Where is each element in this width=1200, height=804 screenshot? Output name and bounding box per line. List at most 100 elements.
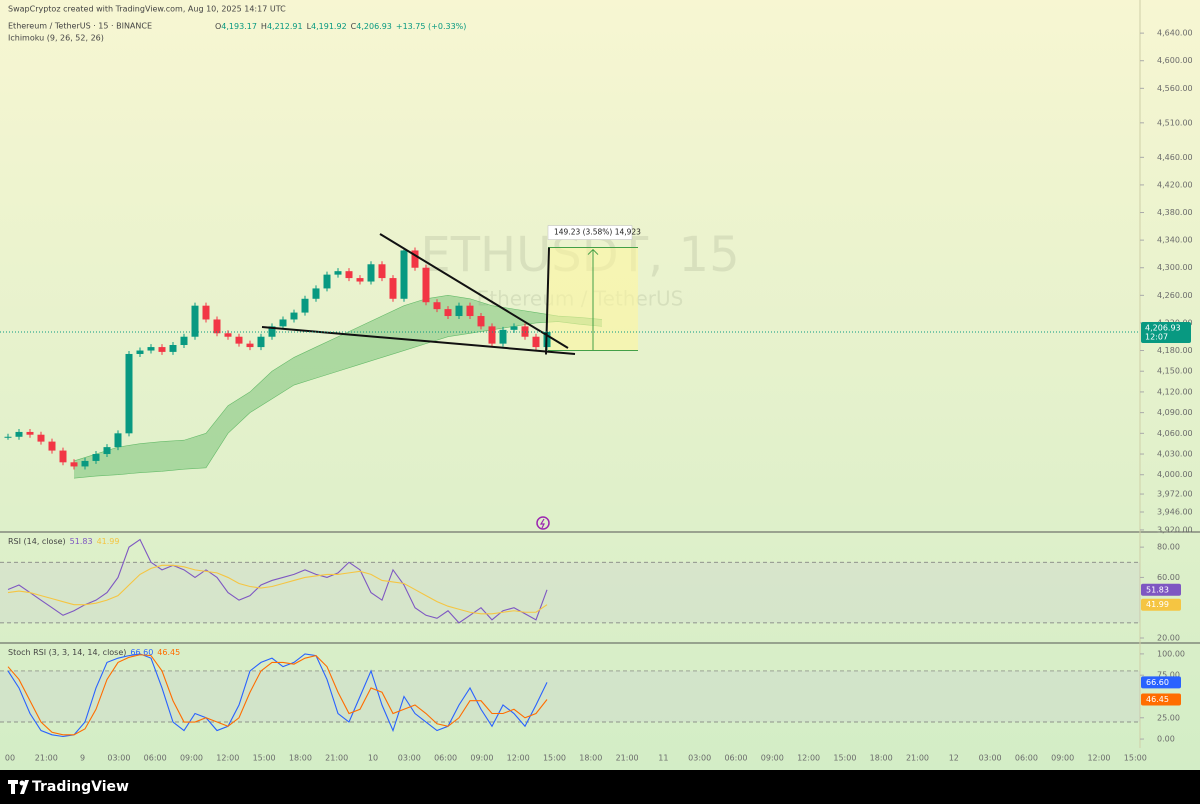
logo-dot [19,780,25,786]
candle [103,447,111,455]
candle [466,305,474,317]
time-label: 03:00 [688,754,711,763]
last-price-tag [1141,321,1191,343]
pane-title: Stoch RSI (3, 3, 14, 14, close) [8,648,126,657]
candle [169,345,177,352]
attribution: SwapCryptoz created with TradingView.com… [8,5,286,14]
candle [488,326,496,344]
candle [92,454,100,461]
time-label: 11 [658,754,668,763]
cloud-fill [74,295,602,479]
candle [136,350,144,354]
series-line [7,654,548,736]
brand: TradingView [32,779,129,795]
price-tick-label: 4,090.00 [1157,408,1193,417]
candle [334,271,342,275]
candle [125,353,133,434]
candle [510,326,518,330]
price-tick-label: 3,920.00 [1157,525,1193,534]
ohlc-value: 4,191.92 [311,22,347,31]
candle [246,343,254,348]
footer-logo: TradingView [8,779,129,795]
last-price-label: 4,206.93 [1145,323,1181,332]
ohlc-key: O [215,22,221,31]
tick-label: 80.00 [1157,543,1180,552]
candle [422,267,430,303]
candle [279,319,287,327]
ohlc-change: +13.75 (+0.33%) [396,22,467,31]
event-icon[interactable] [536,516,550,530]
pane-legend: Stoch RSI (3, 3, 14, 14, close) 66.60 46.4… [8,648,180,657]
candle [59,450,67,463]
time-label: 21:00 [906,754,929,763]
candle [37,434,45,442]
time-label: 21:00 [325,754,348,763]
price-tick-label: 4,420.00 [1157,180,1193,189]
series-line [7,538,548,624]
time-label: 06:00 [724,754,747,763]
legend-value: 66.60 [130,648,153,657]
candle [202,305,210,320]
price-tick-label: 4,640.00 [1157,29,1193,38]
time-label: 12 [949,754,959,763]
time-label: 03:00 [398,754,421,763]
candle [455,305,463,317]
candle [378,264,386,279]
time-label: 03:00 [107,754,130,763]
time-label: 9 [80,754,85,763]
candle [356,278,364,282]
candle [532,336,540,348]
time-label: 15:00 [1124,754,1147,763]
time-label: 21:00 [35,754,58,763]
price-tick-label: 4,340.00 [1157,236,1193,245]
tick-label: 100.00 [1157,649,1185,658]
price-tick-label: 4,380.00 [1157,208,1193,217]
candle [499,329,507,344]
time-label: 06:00 [434,754,457,763]
symbol: Ethereum / TetherUS · 15 · BINANCE [8,22,152,31]
price-tick-label: 4,000.00 [1157,470,1193,479]
ohlc-key: L [307,22,312,31]
time-label: 15:00 [543,754,566,763]
candle [389,278,397,299]
background [0,0,1200,770]
event-icon-bolt [539,518,545,529]
ohlc: O4,193.17 H4,212.91 L4,191.92 C4,206.93 +13.… [215,22,466,31]
legend-value: 41.99 [97,537,120,546]
value-tag-label: 66.60 [1146,678,1169,687]
price-tick-label: 4,120.00 [1157,387,1193,396]
candle [26,431,34,435]
candle [213,319,221,334]
candle [290,312,298,320]
value-tag [1141,693,1181,706]
ohlc-value: 4,206.93 [356,22,392,31]
price-tick-label: 4,180.00 [1157,346,1193,355]
time-label: 12:00 [507,754,530,763]
candle [444,309,452,317]
pane-legend: RSI (14, close) 51.83 41.99 [8,537,119,546]
candle [147,347,155,351]
cloud-upper [73,295,603,462]
candle [235,336,243,344]
price-tick-label: 4,600.00 [1157,56,1193,65]
pane-title: RSI (14, close) [8,537,66,546]
tick-label: 25.00 [1157,713,1180,722]
candle [70,462,78,467]
time-label: 18:00 [579,754,602,763]
candle [81,460,89,467]
candle [224,333,232,337]
candle [4,436,12,438]
price-tick-label: 4,560.00 [1157,84,1193,93]
tick-label: 60.00 [1157,573,1180,582]
target-arrow-head [587,248,599,255]
time-label: 15:00 [253,754,276,763]
ohlc-key: C [351,22,357,31]
value-tag-label: 41.99 [1146,600,1169,609]
time-label: 12:00 [1087,754,1110,763]
time-label: 21:00 [616,754,639,763]
candle [312,288,320,299]
value-tag [1141,676,1181,689]
candle [323,274,331,289]
time-label: 18:00 [870,754,893,763]
